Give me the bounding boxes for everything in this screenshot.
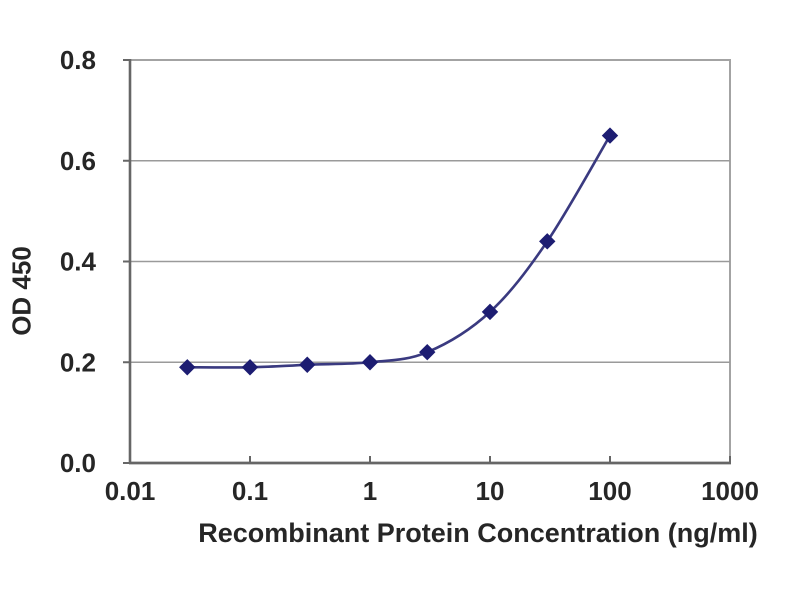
x-tick-label: 1000: [701, 476, 759, 506]
data-point-marker: [601, 127, 619, 144]
y-tick-label: 0.8: [60, 45, 96, 75]
y-tick-label: 0.2: [60, 347, 96, 377]
y-tick-label: 0.0: [60, 448, 96, 478]
data-point-marker: [361, 354, 379, 371]
data-point-marker: [419, 343, 436, 361]
data-point-marker: [539, 233, 556, 250]
data-point-marker: [241, 359, 259, 376]
y-tick-label: 0.4: [60, 247, 97, 277]
x-tick-label: 100: [588, 476, 631, 506]
x-tick-label: 1: [363, 476, 377, 506]
x-axis-title: Recombinant Protein Concentration (ng/ml…: [198, 518, 758, 548]
data-point-marker: [481, 303, 499, 321]
y-tick-label: 0.6: [60, 146, 96, 176]
data-point-marker: [179, 359, 196, 376]
x-tick-label: 0.01: [105, 476, 156, 506]
x-tick-label: 0.1: [232, 476, 268, 506]
y-axis-title: OD 450: [6, 246, 37, 336]
x-tick-label: 10: [476, 476, 505, 506]
data-point-marker: [299, 356, 316, 373]
